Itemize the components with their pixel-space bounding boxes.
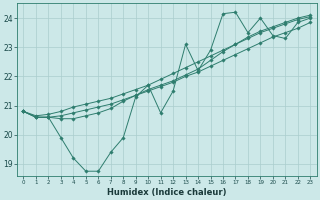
X-axis label: Humidex (Indice chaleur): Humidex (Indice chaleur) bbox=[107, 188, 227, 197]
